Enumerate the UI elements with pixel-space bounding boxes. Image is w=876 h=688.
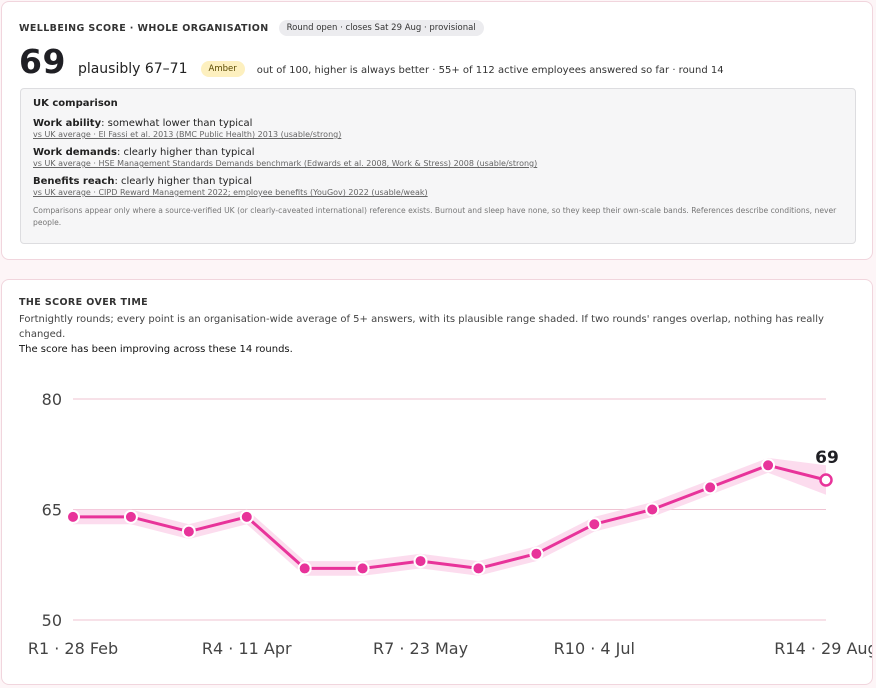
score-card: WELLBEING SCORE · WHOLE ORGANISATION Rou… <box>1 1 873 260</box>
comparison-reference-link[interactable]: vs UK average · El Fassi et al. 2013 (BM… <box>33 130 342 139</box>
comparison-verdict: : clearly higher than typical <box>114 176 253 187</box>
plausible-range-band <box>73 457 826 576</box>
comparison-label: Work demands <box>33 147 117 158</box>
data-point <box>66 509 80 524</box>
score-value: 69 <box>19 42 66 81</box>
score-header: WELLBEING SCORE · WHOLE ORGANISATION Rou… <box>19 20 484 36</box>
x-tick-label: R1 · 28 Feb <box>28 639 118 658</box>
data-point <box>239 509 254 524</box>
x-tick-label: R7 · 23 May <box>373 639 468 658</box>
comparison-label: Benefits reach <box>33 176 115 187</box>
data-point <box>645 502 660 517</box>
data-point <box>703 480 718 495</box>
round-status-badge: Round open · closes Sat 29 Aug · provisi… <box>278 20 484 36</box>
uk-comparison-panel: UK comparison Work ability: somewhat low… <box>20 88 856 244</box>
score-eyebrow: WELLBEING SCORE · WHOLE ORGANISATION <box>19 22 269 34</box>
comparison-verdict: : somewhat lower than typical <box>101 118 253 129</box>
y-tick-label: 80 <box>42 390 62 409</box>
data-point <box>471 561 486 576</box>
data-point <box>123 509 138 524</box>
comparison-label: Work ability <box>33 118 102 129</box>
score-row: 69 plausibly 67–71 Amber out of 100, hig… <box>19 42 724 81</box>
score-line-chart: 50 65 80 69 R1 · 28 Feb R4 · 11 Apr R7 · 23 Ma… <box>28 390 873 658</box>
data-point <box>529 546 544 561</box>
x-tick-label: R14 · 29 Aug <box>774 639 873 658</box>
data-point <box>587 517 602 532</box>
series-line <box>73 463 827 570</box>
provisional-data-point <box>819 473 833 487</box>
data-point <box>297 561 312 576</box>
x-tick-label: R10 · 4 Jul <box>554 639 635 658</box>
uk-comparison-title: UK comparison <box>33 98 118 109</box>
data-point <box>413 554 428 569</box>
data-point <box>761 458 776 473</box>
last-point-label: 69 <box>815 448 839 468</box>
comparison-item: Work demands: clearly higher than typica… <box>33 147 843 169</box>
score-over-time-card: THE SCORE OVER TIME Fortnightly rounds; … <box>1 279 873 685</box>
comparison-note: Comparisons appear only where a source-v… <box>33 206 837 227</box>
comparison-item: Benefits reach: clearly higher than typi… <box>33 176 843 198</box>
y-tick-label: 65 <box>42 501 62 520</box>
score-meta: out of 100, higher is always better · 55… <box>256 65 724 76</box>
comparison-reference-link[interactable]: vs UK average · HSE Management Standards… <box>33 159 538 168</box>
x-tick-label: R4 · 11 Apr <box>202 639 292 658</box>
data-point <box>355 561 370 576</box>
comparison-item: Work ability: somewhat lower than typica… <box>33 118 843 140</box>
over-time-subtitle: Fortnightly rounds; every point is an or… <box>19 314 824 340</box>
score-range: plausibly 67–71 <box>77 61 188 77</box>
comparison-verdict: : clearly higher than typical <box>116 147 255 158</box>
comparison-reference-link[interactable]: vs UK average · CIPD Reward Management 2… <box>33 188 428 197</box>
over-time-eyebrow: THE SCORE OVER TIME <box>19 297 149 308</box>
data-point <box>181 524 196 539</box>
trend-summary: The score has been improving across thes… <box>19 344 293 355</box>
y-tick-label: 50 <box>42 611 62 630</box>
band-badge: Amber <box>200 61 245 77</box>
